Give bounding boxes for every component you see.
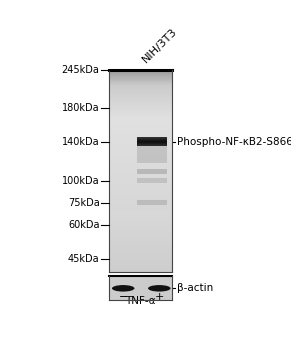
Text: 75kDa: 75kDa — [68, 198, 100, 208]
Text: TNF-α: TNF-α — [125, 295, 155, 306]
Bar — [137, 201, 167, 205]
Ellipse shape — [148, 285, 171, 292]
Text: 45kDa: 45kDa — [68, 254, 100, 264]
Text: NIH/3T3: NIH/3T3 — [140, 26, 179, 65]
Text: 245kDa: 245kDa — [62, 65, 100, 75]
Text: −: − — [118, 293, 128, 302]
Text: +: + — [155, 293, 164, 302]
Text: Phospho-NF-κB2-S866: Phospho-NF-κB2-S866 — [177, 137, 291, 147]
Bar — [137, 169, 167, 174]
Ellipse shape — [112, 285, 134, 292]
Text: 180kDa: 180kDa — [62, 103, 100, 113]
Bar — [137, 178, 167, 183]
Text: 140kDa: 140kDa — [62, 137, 100, 147]
Text: 100kDa: 100kDa — [62, 176, 100, 187]
Text: β-actin: β-actin — [177, 283, 214, 293]
Text: 60kDa: 60kDa — [68, 220, 100, 230]
Bar — [137, 146, 167, 163]
